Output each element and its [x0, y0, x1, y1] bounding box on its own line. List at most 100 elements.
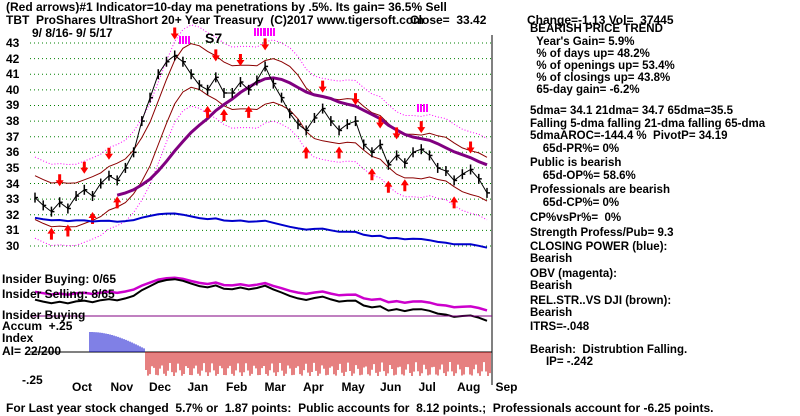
- stats-line: Strength Profess/Pub= 9.3: [530, 227, 674, 239]
- stats-line: Falling 5-dma falling 21-dma falling 65-…: [530, 118, 766, 130]
- stats-line: 5dma= 34.1 21dma= 34.7 65dma=35.5: [530, 105, 733, 117]
- sell-arrow: [104, 147, 113, 160]
- sell-arrow: [170, 27, 179, 40]
- insider-selling-label: Insider Selling: 8/65: [2, 287, 115, 301]
- stats-line: 65d-OP%= 58.6%: [530, 170, 636, 182]
- sell-arrow: [55, 174, 64, 187]
- buy-arrow: [367, 168, 376, 181]
- y-tick-label-35: 35: [6, 160, 20, 175]
- stats-line: 65-day gain= -6.2%: [530, 84, 640, 96]
- y-tick-label-33: 33: [6, 192, 20, 207]
- ai-label: AI= 22/200: [2, 344, 62, 358]
- stats-line: OBV (magenta):: [530, 268, 617, 280]
- month-label-sep: Sep: [495, 380, 518, 394]
- buy-arrow: [335, 146, 344, 159]
- stats-line: Bearish: [530, 253, 573, 265]
- accum-title-3: Index: [2, 331, 34, 345]
- month-label-dec: Dec: [149, 380, 172, 394]
- stats-line: Bearish: Distrubtion Falling.: [530, 344, 688, 356]
- sell-arrow: [351, 93, 360, 106]
- month-label-mar: Mar: [264, 380, 286, 394]
- chart-title: ProShares UltraShort 20+ Year Treasury (…: [36, 13, 424, 27]
- buy-arrow: [63, 224, 72, 237]
- y-tick-label-31: 31: [6, 223, 20, 238]
- buy-arrow: [302, 146, 311, 159]
- stats-line: CP%vsPr%= 0%: [530, 212, 622, 224]
- month-label-aug: Aug: [457, 380, 481, 394]
- symbol-label: TBT: [6, 13, 30, 27]
- stats-line: IP= -.242: [530, 356, 593, 368]
- buy-arrow: [244, 105, 253, 118]
- buy-arrow: [113, 196, 122, 209]
- stats-line: Bearish: [530, 280, 573, 292]
- y-tick-label-43: 43: [6, 36, 20, 50]
- sell-arrow: [466, 141, 475, 154]
- buy-arrow: [384, 180, 393, 193]
- price-line: [34, 54, 488, 213]
- y-tick-label-38: 38: [6, 114, 20, 129]
- indicator-header: (Red arrows)#1 Indicator=10-day ma penet…: [6, 0, 447, 14]
- buy-arrow: [88, 212, 97, 225]
- sell-arrow: [417, 121, 426, 134]
- stats-line: % of closings up= 43.8%: [530, 72, 671, 84]
- stats-line: 5dmaAROC=-144.4 % PivotP= 34.19: [530, 130, 728, 142]
- month-label-oct: Oct: [72, 380, 93, 394]
- closing-power-line: [34, 212, 488, 249]
- month-label-jan: Jan: [187, 380, 209, 394]
- sell-arrow: [392, 127, 401, 140]
- stats-line: 65d-PR%= 0%: [530, 143, 620, 155]
- month-label-jul: Jul: [418, 380, 436, 394]
- y-tick-label-30: 30: [6, 239, 20, 253]
- accum-minus-label: -.25: [22, 373, 43, 387]
- stats-line: 65d-CP%= 0%: [530, 197, 620, 209]
- upper-band: [34, 43, 488, 184]
- sell-arrow: [261, 38, 270, 51]
- insider-buying-label: Insider Buying: 0/65: [2, 272, 117, 286]
- rel-strength-line: [34, 278, 488, 322]
- stats-line: Bearish: [530, 307, 573, 319]
- buy-arrow: [220, 108, 229, 121]
- change-label: Change=-1.13 Vol= 37445: [527, 13, 674, 27]
- y-tick-label-32: 32: [6, 207, 20, 222]
- sell-arrow: [211, 49, 220, 62]
- month-label-apr: Apr: [303, 380, 324, 394]
- y-tick-label-40: 40: [6, 82, 20, 97]
- month-label-jun: Jun: [380, 380, 402, 394]
- stats-line: Public is bearish: [530, 157, 622, 169]
- accum-title-1: Insider Buying: [2, 308, 86, 322]
- stats-line: CLOSING POWER (blue):: [530, 241, 668, 253]
- stats-line: % of openings up= 53.4%: [530, 60, 675, 72]
- stats-line: BEARISH PRICE TREND: [530, 23, 663, 35]
- buy-arrow: [400, 179, 409, 192]
- stats-line: REL.STR..VS DJI (brown):: [530, 295, 672, 307]
- buy-arrow: [47, 227, 56, 240]
- accum-title-2: Accum +.25: [2, 319, 73, 333]
- y-tick-label-37: 37: [6, 129, 20, 144]
- month-label-feb: Feb: [226, 380, 248, 394]
- y-tick-label-36: 36: [6, 145, 20, 160]
- y-tick-label-41: 41: [6, 67, 20, 82]
- outer-lower-band: [34, 105, 488, 247]
- s7-annotation: S7: [205, 30, 223, 46]
- footer-summary: For Last year stock changed 5.7% or 1.87…: [6, 401, 714, 415]
- stats-line: % of days up= 48.2%: [530, 48, 650, 60]
- y-tick-label-42: 42: [6, 51, 20, 66]
- y-tick-label-39: 39: [6, 98, 20, 113]
- sell-arrow: [318, 80, 327, 93]
- buy-arrow: [450, 196, 459, 209]
- ma65-line: [116, 76, 488, 197]
- date-range: 9/ 8/16- 9/ 5/17: [32, 26, 113, 40]
- month-label-may: May: [341, 380, 365, 394]
- sell-arrow: [80, 161, 89, 174]
- month-label-nov: Nov: [110, 380, 134, 394]
- lower-band: [34, 86, 488, 228]
- buy-arrow: [203, 105, 212, 118]
- stats-line: Professionals are bearish: [530, 184, 670, 196]
- close-label: Close= 33.42: [410, 13, 487, 27]
- sell-arrow: [236, 54, 245, 67]
- obv-line: [34, 276, 488, 312]
- stats-line: ITRS=-.048: [530, 321, 590, 333]
- y-tick-label-34: 34: [6, 176, 20, 191]
